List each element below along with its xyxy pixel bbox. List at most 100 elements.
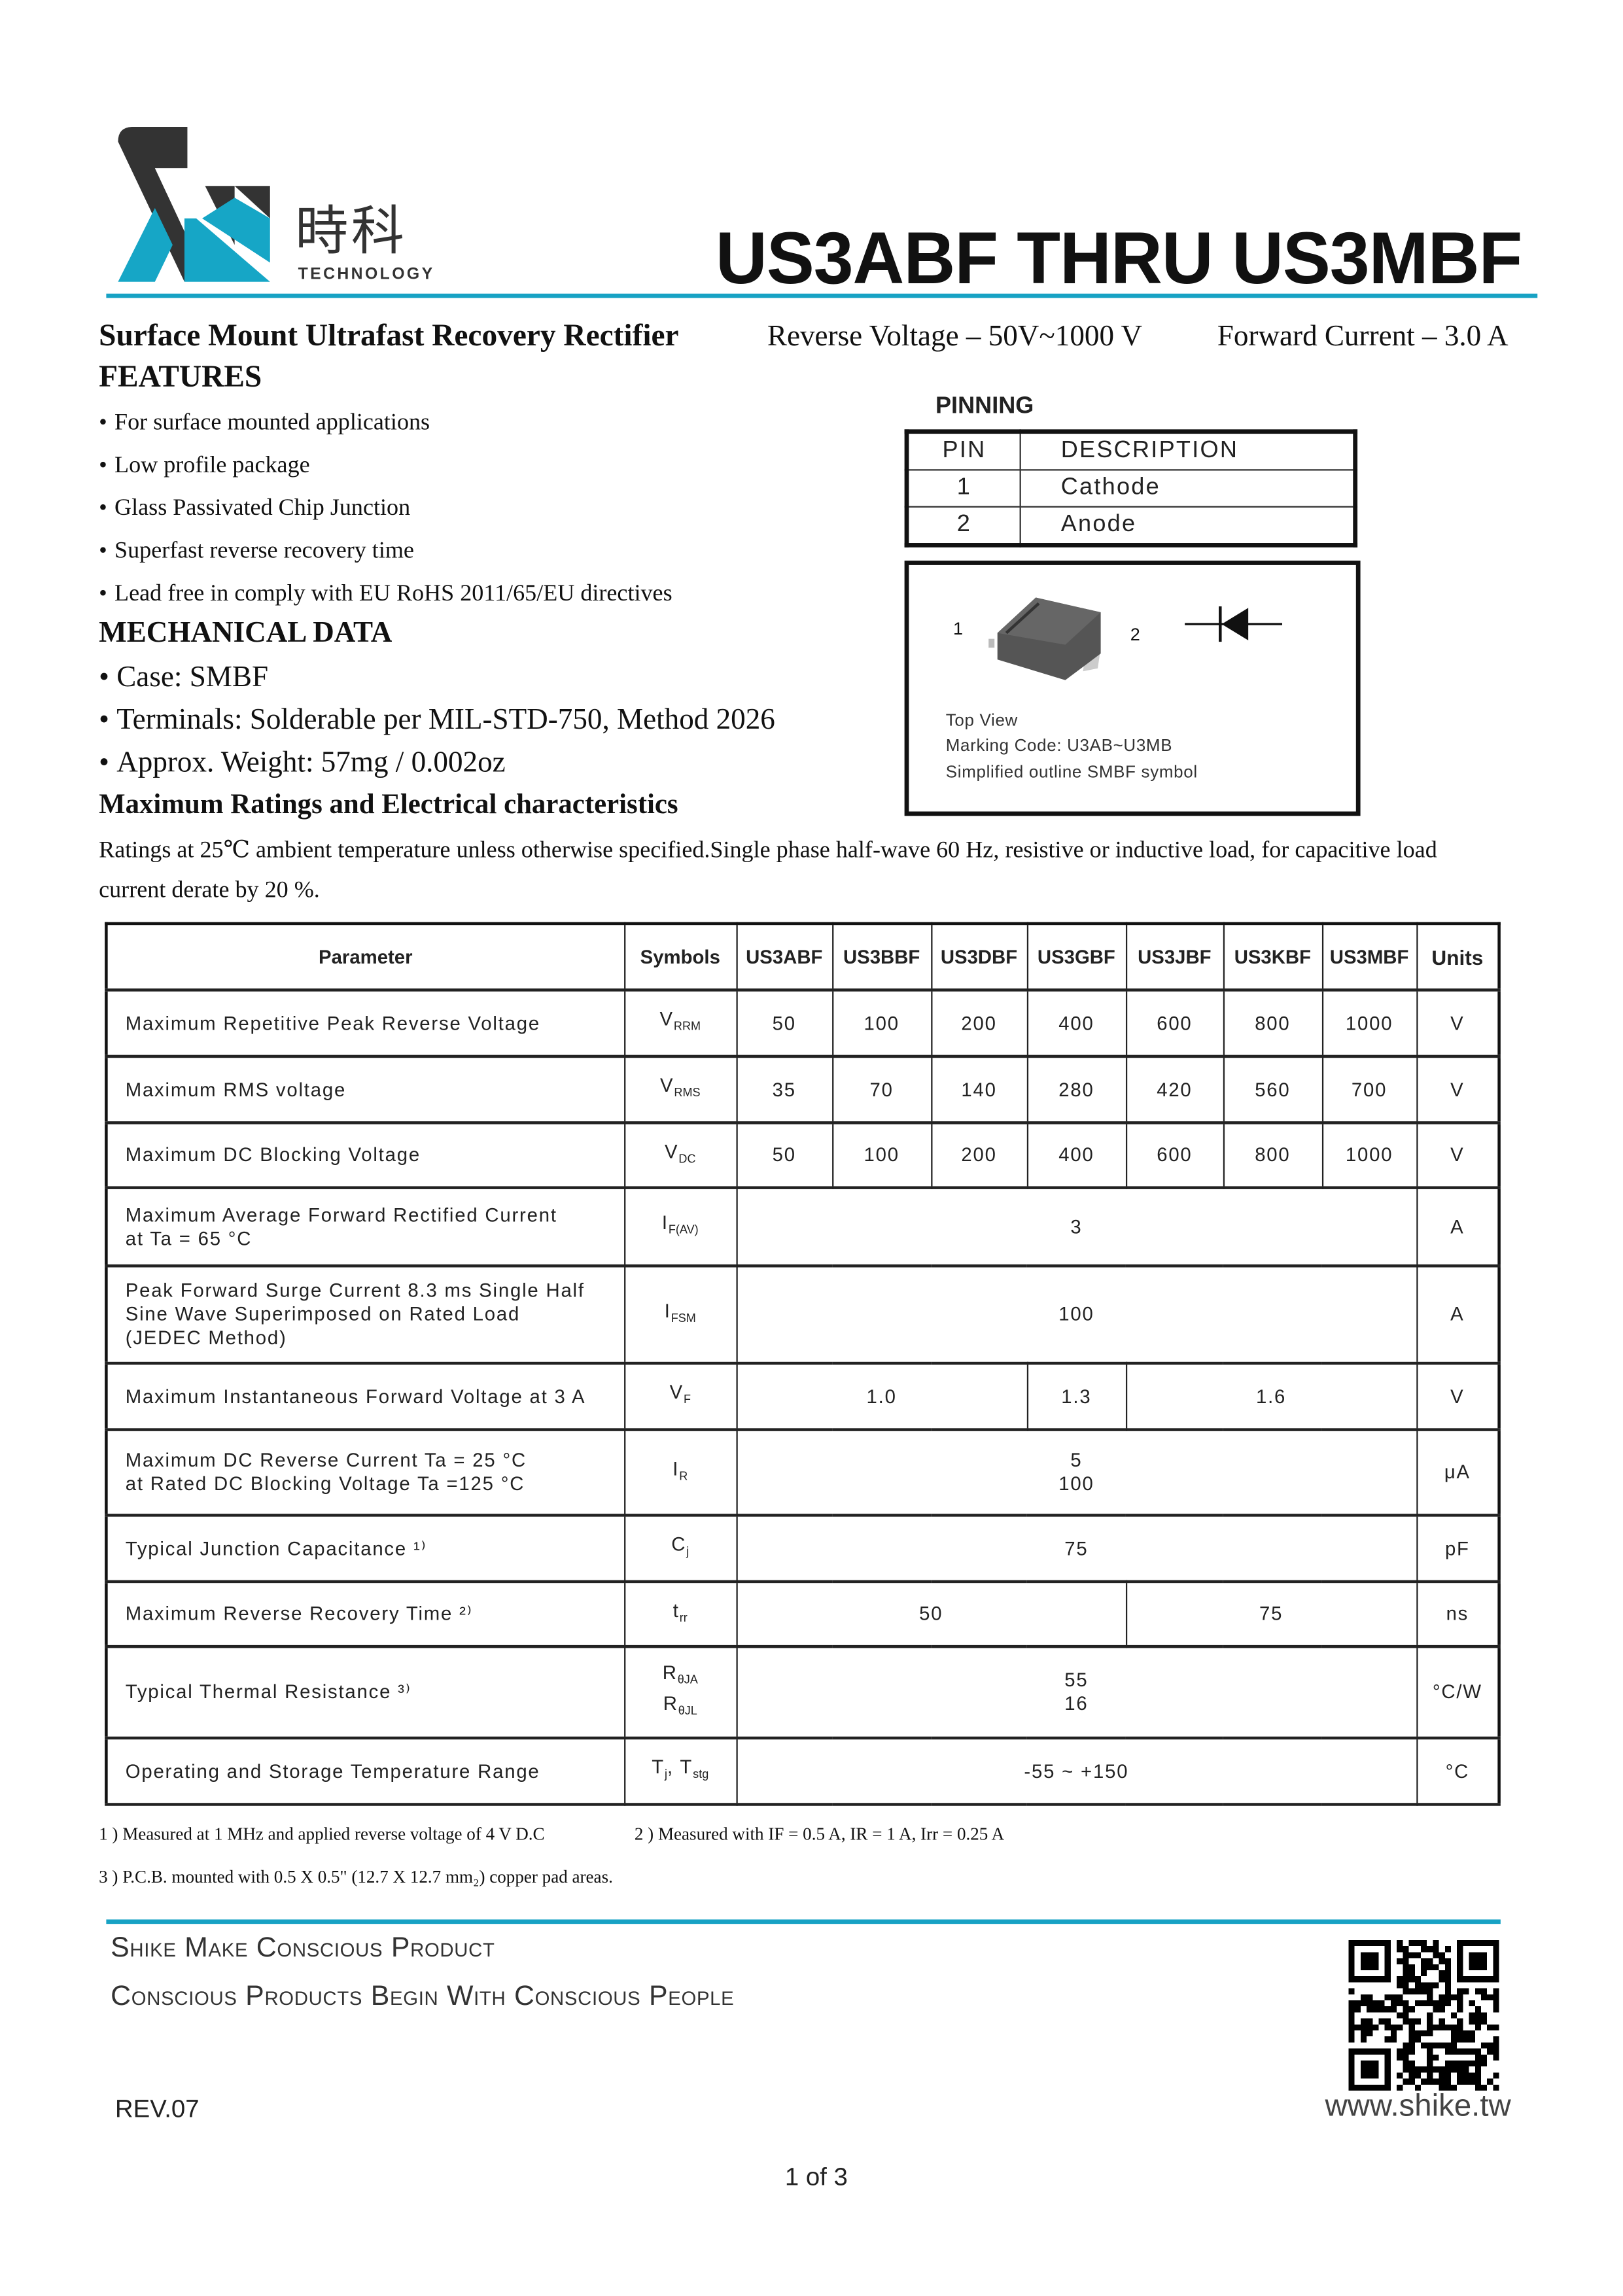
value-cell: 100 — [831, 1122, 932, 1189]
footer-divider — [106, 1919, 1501, 1924]
symbol-letter: t — [672, 1598, 680, 1621]
symbol-cell: IF(AV) — [623, 1187, 737, 1267]
symbol-letter: T — [652, 1756, 665, 1778]
feature-item: • Lead free in comply with EU RoHS 2011/6… — [99, 582, 672, 608]
qr-code[interactable] — [1346, 1939, 1502, 2091]
table-row: Maximum Average Forward Rectified Curren… — [105, 1187, 1500, 1267]
column-header: Units — [1416, 922, 1500, 991]
bullet-icon: • — [99, 410, 107, 436]
features-heading: FEATURES — [99, 358, 262, 394]
symbol: VRRM — [625, 1008, 735, 1039]
column-header: US3BBF — [831, 922, 932, 991]
column-header: US3KBF — [1222, 922, 1323, 991]
symbol-cell: IR — [623, 1429, 737, 1516]
symbol-letter: I — [672, 1457, 680, 1480]
table-row: Maximum Instantaneous Forward Voltage at… — [105, 1362, 1500, 1431]
symbol-letter: R — [662, 1661, 678, 1684]
description-header: DESCRIPTION — [1019, 430, 1356, 471]
value-cell: 1.0 — [735, 1362, 1028, 1431]
symbol-letter: V — [659, 1007, 674, 1030]
parameter-cell: Operating and Storage Temperature Range — [105, 1737, 625, 1805]
mechanical-text: Terminals: Solderable per MIL-STD-750, M… — [116, 703, 775, 737]
mechanical-item: • Terminals: Solderable per MIL-STD-750, … — [99, 704, 775, 738]
logo-chinese: 時科 — [295, 200, 408, 262]
ratings-heading: Maximum Ratings and Electrical character… — [99, 789, 678, 821]
symbol: VRMS — [625, 1074, 735, 1105]
ratings-text-2: current derate by 20 %. — [99, 878, 320, 903]
value-cell: 50 — [735, 989, 833, 1058]
symbol: VF — [625, 1381, 735, 1412]
symbol-letter: I — [661, 1211, 669, 1234]
value-cell: 100 — [831, 989, 932, 1058]
unit-cell: ns — [1416, 1580, 1500, 1648]
product-description: Surface Mount Ultrafast Recovery Rectifi… — [99, 317, 679, 353]
website-link[interactable]: www.shike.tw — [1325, 2089, 1511, 2123]
pinning-table: PIN DESCRIPTION 1 Cathode 2 Anode — [904, 429, 1358, 548]
value-cell: 560 — [1222, 1055, 1323, 1124]
symbol-cell: VDC — [623, 1122, 737, 1189]
unit-cell: V — [1416, 1055, 1500, 1124]
mechanical-text: Approx. Weight: 57mg / 0.002oz — [116, 746, 506, 779]
footnote-2: 2 ) Measured with IF = 0.5 A, IR = 1 A, … — [634, 1823, 1005, 1845]
symbol-cell: VRMS — [623, 1055, 737, 1124]
parameter-cell: Peak Forward Surge Current 8.3 ms Single… — [105, 1265, 625, 1365]
feature-item: • Low profile package — [99, 453, 310, 479]
column-header: US3MBF — [1321, 922, 1418, 991]
value-cell: 100 — [735, 1265, 1418, 1365]
symbol-subscript: θJL — [678, 1704, 697, 1718]
symbol-subscript: rr — [679, 1610, 688, 1624]
symbol-subscript: DC — [678, 1151, 696, 1165]
page-number: 1 of 3 — [784, 2163, 848, 2191]
caption-top-view: Top View — [945, 712, 1018, 731]
symbol: RθJL — [625, 1692, 735, 1723]
parameter-cell: Typical Junction Capacitance ¹⁾ — [105, 1514, 625, 1583]
bullet-icon: • — [99, 703, 109, 737]
value-cell: 1000 — [1321, 1122, 1418, 1189]
symbol: VDC — [625, 1139, 735, 1170]
unit-cell: V — [1416, 1362, 1500, 1431]
pinning-heading: PINNING — [935, 394, 1034, 419]
value-cell: 3 — [735, 1187, 1418, 1267]
shike-logo — [118, 126, 270, 282]
symbol: IF(AV) — [625, 1211, 735, 1242]
table-row: Typical Junction Capacitance ¹⁾ Cj 75 pF — [105, 1514, 1500, 1583]
column-header: US3DBF — [930, 922, 1028, 991]
parameter-cell: Maximum Repetitive Peak Reverse Voltage — [105, 989, 625, 1058]
pin-number: 2 — [905, 506, 1021, 546]
symbol: IR — [625, 1457, 735, 1487]
symbol-subscript: stg — [693, 1767, 709, 1781]
header-divider — [106, 293, 1538, 298]
table-row: Typical Thermal Resistance ³⁾ RθJA RθJL 55 … — [105, 1646, 1500, 1739]
feature-text: Superfast reverse recovery time — [114, 538, 414, 564]
feature-text: Low profile package — [114, 453, 310, 478]
feature-item: • Superfast reverse recovery time — [99, 538, 414, 565]
symbol-letter: V — [669, 1381, 684, 1403]
value-cell: 55 16 — [735, 1646, 1418, 1739]
symbol-subscript: RRM — [673, 1019, 701, 1033]
table-row: Maximum Reverse Recovery Time ²⁾ trr 50 75 n… — [105, 1580, 1500, 1648]
caption-outline: Simplified outline SMBF symbol — [945, 764, 1198, 782]
revision: REV.07 — [114, 2095, 200, 2123]
symbol-subscript: j — [665, 1767, 668, 1781]
ratings-text: Ratings at 25℃ ambient temperature unles… — [99, 838, 1437, 863]
logo-technology: TECHNOLOGY — [298, 265, 435, 284]
symbol-letter: R — [663, 1692, 678, 1714]
symbol-letter: C — [671, 1533, 687, 1556]
value-cell: 35 — [735, 1055, 833, 1124]
parameter-cell: Typical Thermal Resistance ³⁾ — [105, 1646, 625, 1739]
unit-cell: A — [1416, 1187, 1500, 1267]
value-cell: 75 — [735, 1514, 1418, 1583]
unit-cell: A — [1416, 1265, 1500, 1365]
value-cell: 5 100 — [735, 1429, 1418, 1516]
unit-cell: V — [1416, 989, 1500, 1058]
symbol-letter: , T — [667, 1756, 693, 1778]
symbol-subscript: FSM — [671, 1311, 696, 1325]
value-cell: 600 — [1125, 1122, 1224, 1189]
column-header: Symbols — [623, 922, 737, 991]
value-cell: 70 — [831, 1055, 932, 1124]
footnote-1: 1 ) Measured at 1 MHz and applied revers… — [99, 1823, 545, 1845]
page-title: US3ABF THRU US3MBF — [715, 217, 1522, 300]
bullet-icon: • — [99, 453, 107, 478]
unit-cell: V — [1416, 1122, 1500, 1189]
slogan-2: Conscious Products Begin With Conscious … — [111, 1981, 735, 2013]
